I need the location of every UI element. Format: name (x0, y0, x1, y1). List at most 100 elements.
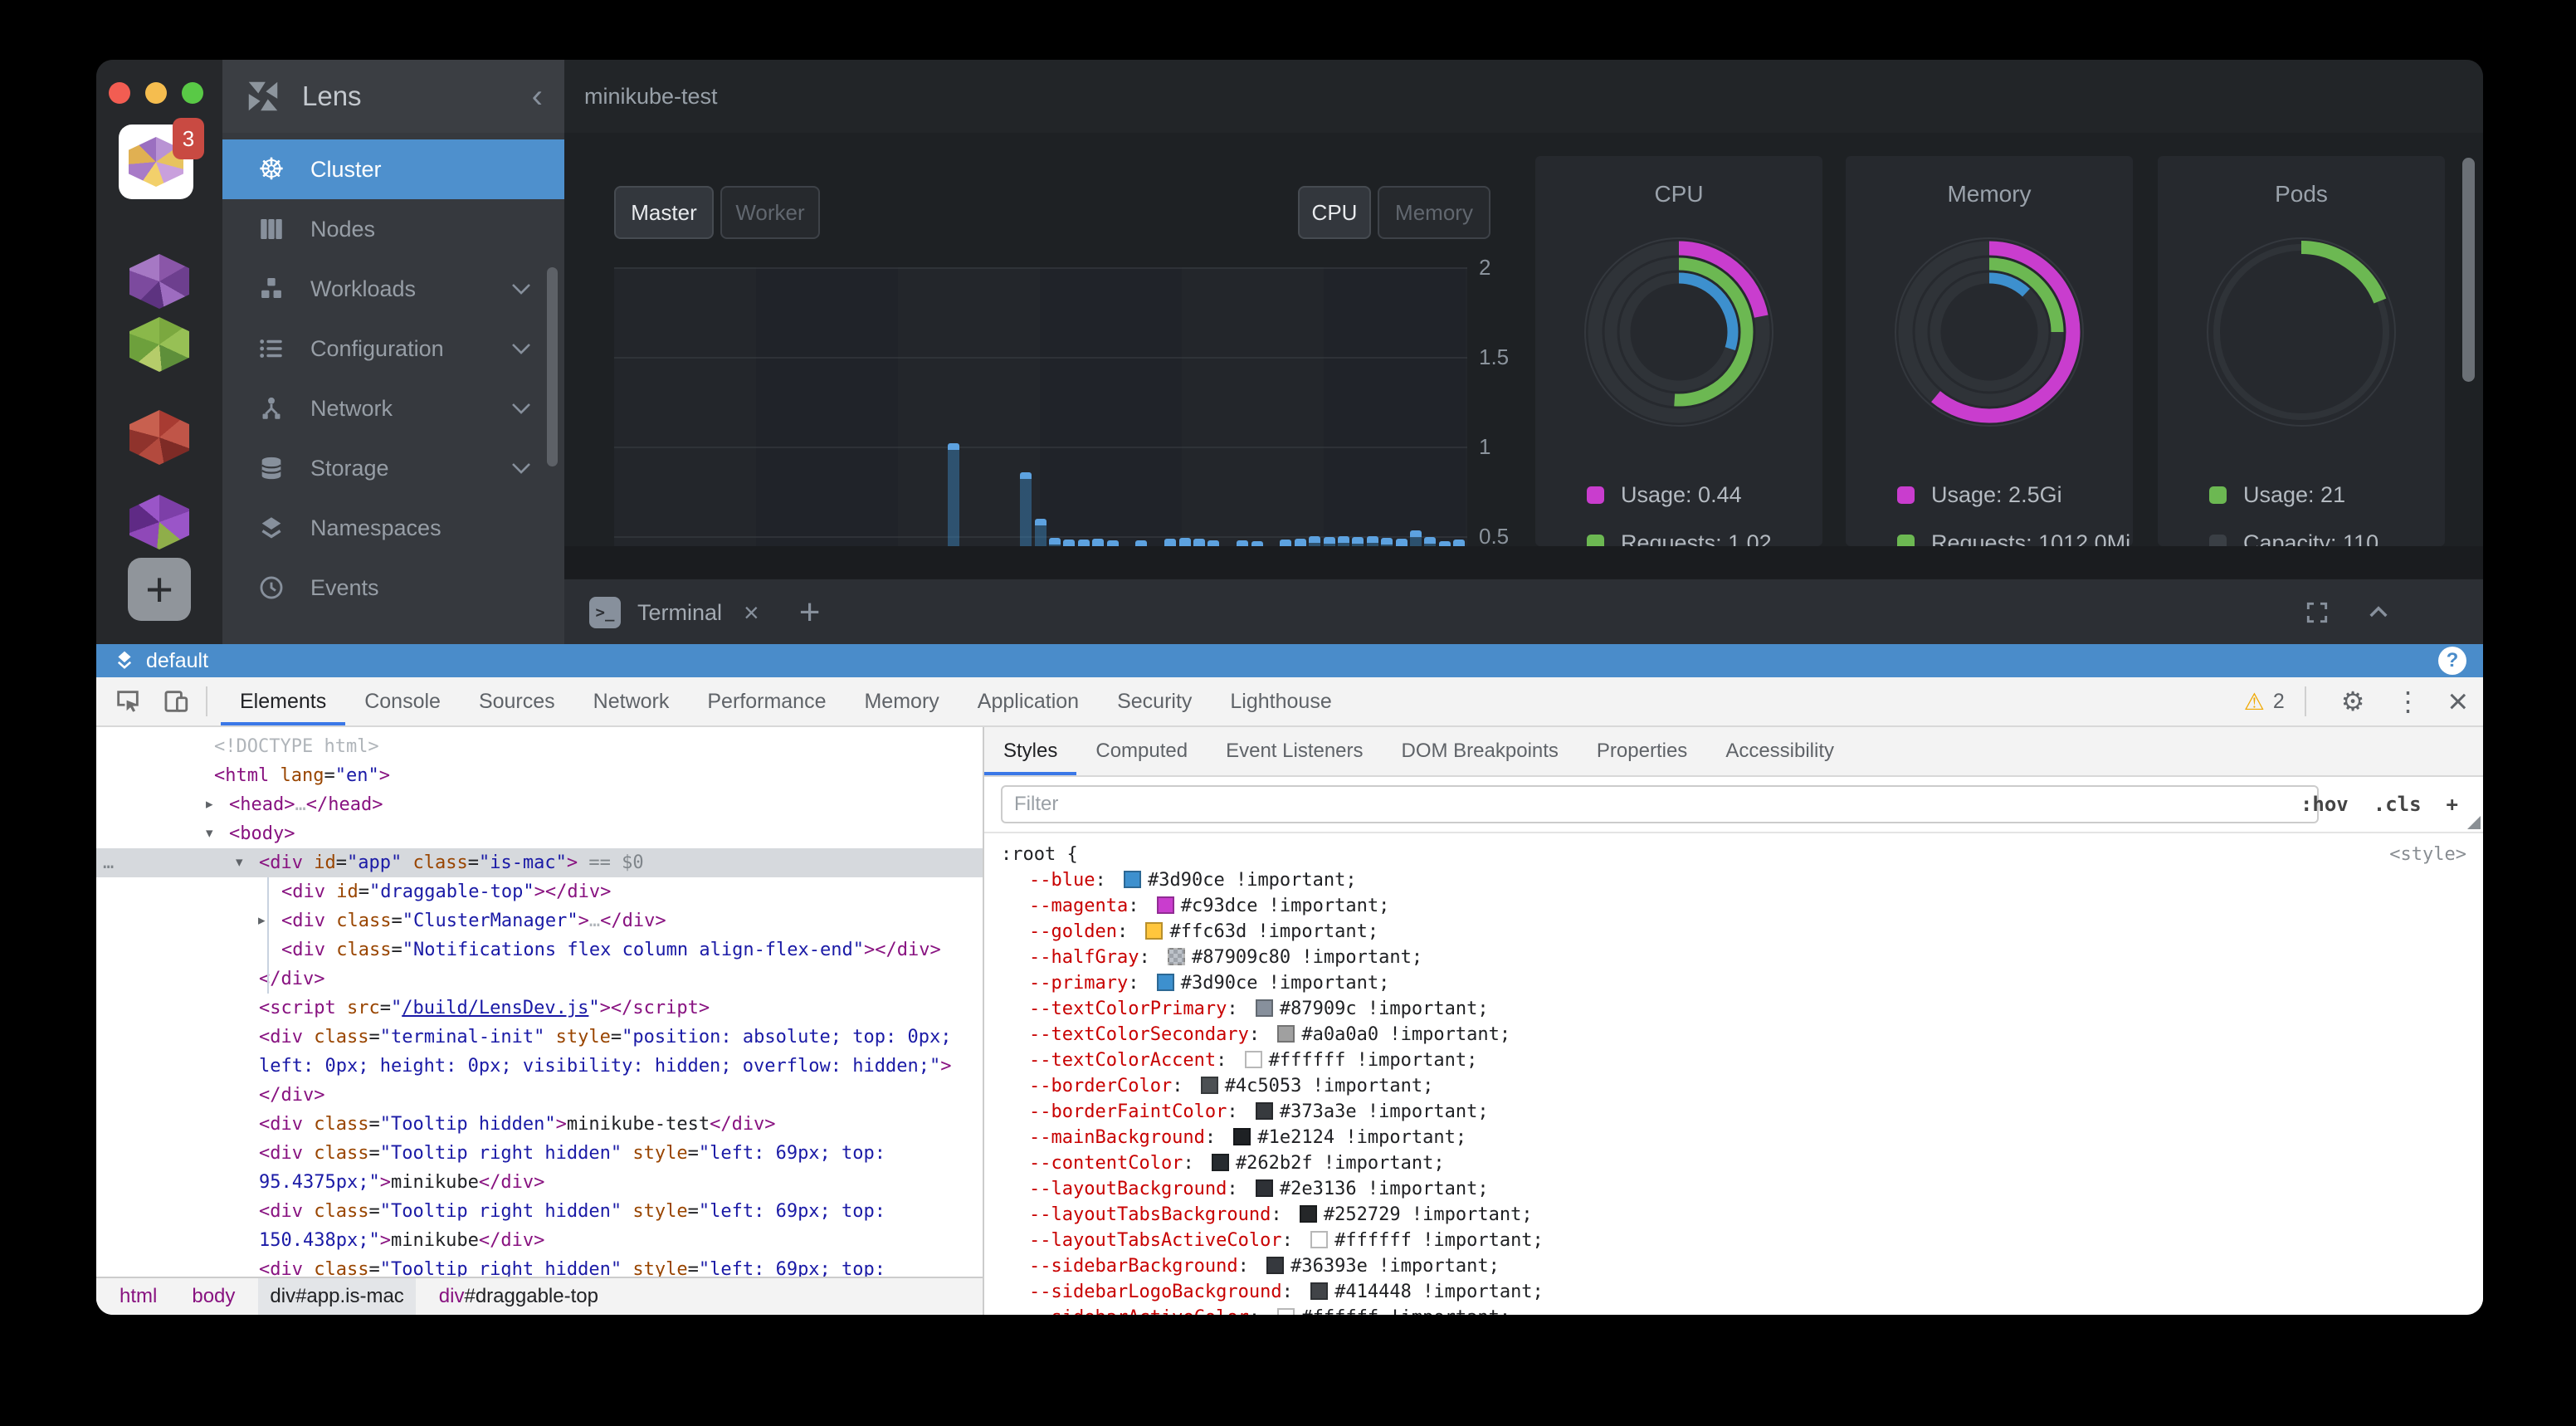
collapse-dock-chevron-icon[interactable] (2365, 599, 2392, 626)
dom-tree-row[interactable]: ▸ <div class="ClusterManager">…</div> (96, 906, 983, 935)
tab-elements[interactable]: Elements (221, 677, 346, 725)
style-state-button[interactable]: :hov (2300, 793, 2349, 816)
css-variable-row[interactable]: --sidebarBackground: #36393e !important; (1029, 1256, 1500, 1277)
css-variable-row[interactable]: --borderColor: #4c5053 !important; (1029, 1076, 1434, 1096)
breadcrumb-item[interactable]: body (192, 1285, 236, 1307)
breadcrumb-item[interactable]: html (120, 1285, 158, 1307)
sidebar-item-workloads[interactable]: Workloads (222, 259, 564, 319)
sidebar-item-namespaces[interactable]: Namespaces (222, 498, 564, 558)
tab-computed[interactable]: Computed (1095, 740, 1188, 762)
color-swatch[interactable] (1145, 922, 1164, 940)
memory-toggle-button[interactable]: Memory (1378, 186, 1490, 239)
cluster-icon-3[interactable] (129, 317, 189, 372)
sidebar-item-cluster[interactable]: ☸ Cluster (222, 139, 564, 199)
color-swatch[interactable] (1200, 1077, 1218, 1094)
expand-fullscreen-icon[interactable] (2304, 599, 2330, 626)
css-variable-row[interactable]: --golden: #ffc63d !important; (1029, 921, 1379, 942)
tab-styles[interactable]: Styles (984, 727, 1077, 775)
sidebar-item-network[interactable]: Network (222, 378, 564, 438)
tab-console[interactable]: Console (364, 689, 441, 713)
expand-arrow-open-icon[interactable]: ▾ (206, 825, 213, 842)
color-swatch[interactable] (1255, 1102, 1273, 1120)
rule-origin[interactable]: <style> (2389, 844, 2466, 865)
close-window-button[interactable] (109, 82, 130, 104)
inspect-element-icon[interactable] (111, 685, 144, 718)
dom-tree-row[interactable]: <div id="draggable-top"></div> (281, 881, 612, 902)
dom-tree-row[interactable]: <!DOCTYPE html> (214, 736, 379, 757)
terminal-add-icon[interactable]: + (798, 592, 821, 632)
tab-security[interactable]: Security (1117, 689, 1193, 713)
css-variable-row[interactable]: --borderFaintColor: #373a3e !important; (1029, 1101, 1489, 1122)
styles-filter-input[interactable] (1001, 785, 2319, 823)
dom-tree-row[interactable]: left: 0px; height: 0px; visibility: hidd… (259, 1056, 952, 1077)
sidebar-item-storage[interactable]: Storage (222, 438, 564, 498)
sidebar-scrollbar[interactable] (547, 267, 558, 466)
dom-tree-row[interactable]: ▸ <head>…</head> (96, 790, 983, 819)
color-swatch[interactable] (1255, 1179, 1273, 1197)
dom-tree-row[interactable]: </div> (259, 969, 325, 989)
master-filter-button[interactable]: Master (614, 186, 714, 239)
add-cluster-button[interactable]: + (128, 558, 191, 621)
sidebar-item-events[interactable]: Events (222, 558, 564, 618)
dom-tree-row[interactable]: 150.438px;">minikube</div> (259, 1230, 545, 1251)
dom-tree-row[interactable]: ▾ <body> (96, 819, 983, 848)
cluster-icon-4[interactable] (129, 410, 189, 465)
tab-event-listeners[interactable]: Event Listeners (1226, 740, 1364, 762)
devtools-close-icon[interactable]: × (2447, 681, 2468, 720)
css-variable-row[interactable]: --halfGray: #87909c80 !important; (1029, 947, 1423, 968)
kebab-menu-icon[interactable]: ⋮ (2394, 686, 2422, 716)
terminal-tab-label[interactable]: Terminal (637, 599, 723, 625)
color-swatch[interactable] (1277, 1025, 1295, 1043)
worker-filter-button[interactable]: Worker (720, 186, 820, 239)
tab-application[interactable]: Application (977, 689, 1080, 713)
color-swatch[interactable] (1299, 1205, 1317, 1223)
help-button[interactable]: ? (2438, 647, 2466, 675)
tab-memory[interactable]: Memory (864, 689, 939, 713)
tab-dom-breakpoints[interactable]: DOM Breakpoints (1401, 740, 1559, 762)
css-variable-row[interactable]: --contentColor: #262b2f !important; (1029, 1153, 1445, 1174)
dom-tree-row[interactable]: </div> (259, 1085, 325, 1106)
chevron-down-icon[interactable] (511, 283, 531, 295)
cluster-icon-5[interactable] (129, 495, 189, 549)
tab-accessibility[interactable]: Accessibility (1725, 740, 1835, 762)
tab-performance[interactable]: Performance (707, 689, 827, 713)
css-variable-row[interactable]: --textColorAccent: #ffffff !important; (1029, 1050, 1478, 1071)
sidebar-collapse-icon[interactable]: ‹ (531, 78, 543, 115)
color-swatch[interactable] (1156, 896, 1174, 914)
color-swatch[interactable] (1255, 999, 1273, 1017)
dom-tree-row[interactable]: <div class="Tooltip right hidden" style=… (259, 1143, 886, 1164)
style-state-button[interactable]: + (2446, 793, 2458, 816)
chevron-down-icon[interactable] (511, 403, 531, 415)
tab-sources[interactable]: Sources (478, 689, 555, 713)
gear-icon[interactable]: ⚙ (2340, 686, 2365, 716)
tab-network[interactable]: Network (593, 689, 670, 713)
dom-tree-row[interactable]: <div class="terminal-init" style="positi… (259, 1027, 952, 1048)
dom-tree-row[interactable]: <div class="Notifications flex column al… (281, 940, 941, 960)
css-variable-row[interactable]: --layoutTabsActiveColor: #ffffff !import… (1029, 1230, 1544, 1251)
dom-tree-row[interactable]: <div class="Tooltip right hidden" style=… (259, 1201, 886, 1222)
sidebar-item-configuration[interactable]: Configuration (222, 319, 564, 378)
console-warnings-badge[interactable]: ⚠ 2 (2244, 688, 2285, 715)
color-swatch[interactable] (1156, 974, 1174, 991)
chevron-down-icon[interactable] (511, 343, 531, 355)
tab-lighthouse[interactable]: Lighthouse (1230, 689, 1332, 713)
css-variable-row[interactable]: --magenta: #c93dce !important; (1029, 896, 1390, 916)
css-variable-row[interactable]: --textColorPrimary: #87909c !important; (1029, 999, 1489, 1019)
dom-tree-row[interactable]: <div class="Tooltip hidden">minikube-tes… (259, 1114, 776, 1135)
color-swatch[interactable] (1211, 1154, 1229, 1171)
color-swatch[interactable] (1244, 1051, 1262, 1068)
color-swatch[interactable] (1310, 1282, 1329, 1300)
css-variable-row[interactable]: --textColorSecondary: #a0a0a0 !important… (1029, 1024, 1511, 1045)
css-variable-row[interactable]: --layoutTabsBackground: #252729 !importa… (1029, 1204, 1533, 1225)
color-swatch[interactable] (1277, 1308, 1295, 1315)
breadcrumb-item[interactable]: div#app.is-mac (258, 1278, 416, 1315)
css-variable-row[interactable]: --sidebarLogoBackground: #414448 !import… (1029, 1282, 1544, 1302)
color-swatch[interactable] (1167, 948, 1185, 965)
css-variable-row[interactable]: --layoutBackground: #2e3136 !important; (1029, 1179, 1489, 1199)
cpu-toggle-button[interactable]: CPU (1298, 186, 1371, 239)
dom-tree-row[interactable]: 95.4375px;">minikube</div> (259, 1172, 545, 1193)
content-scrollbar[interactable] (2462, 158, 2475, 382)
terminal-close-icon[interactable]: × (744, 598, 759, 628)
style-state-button[interactable]: .cls (2373, 793, 2422, 816)
color-swatch[interactable] (1123, 871, 1141, 888)
